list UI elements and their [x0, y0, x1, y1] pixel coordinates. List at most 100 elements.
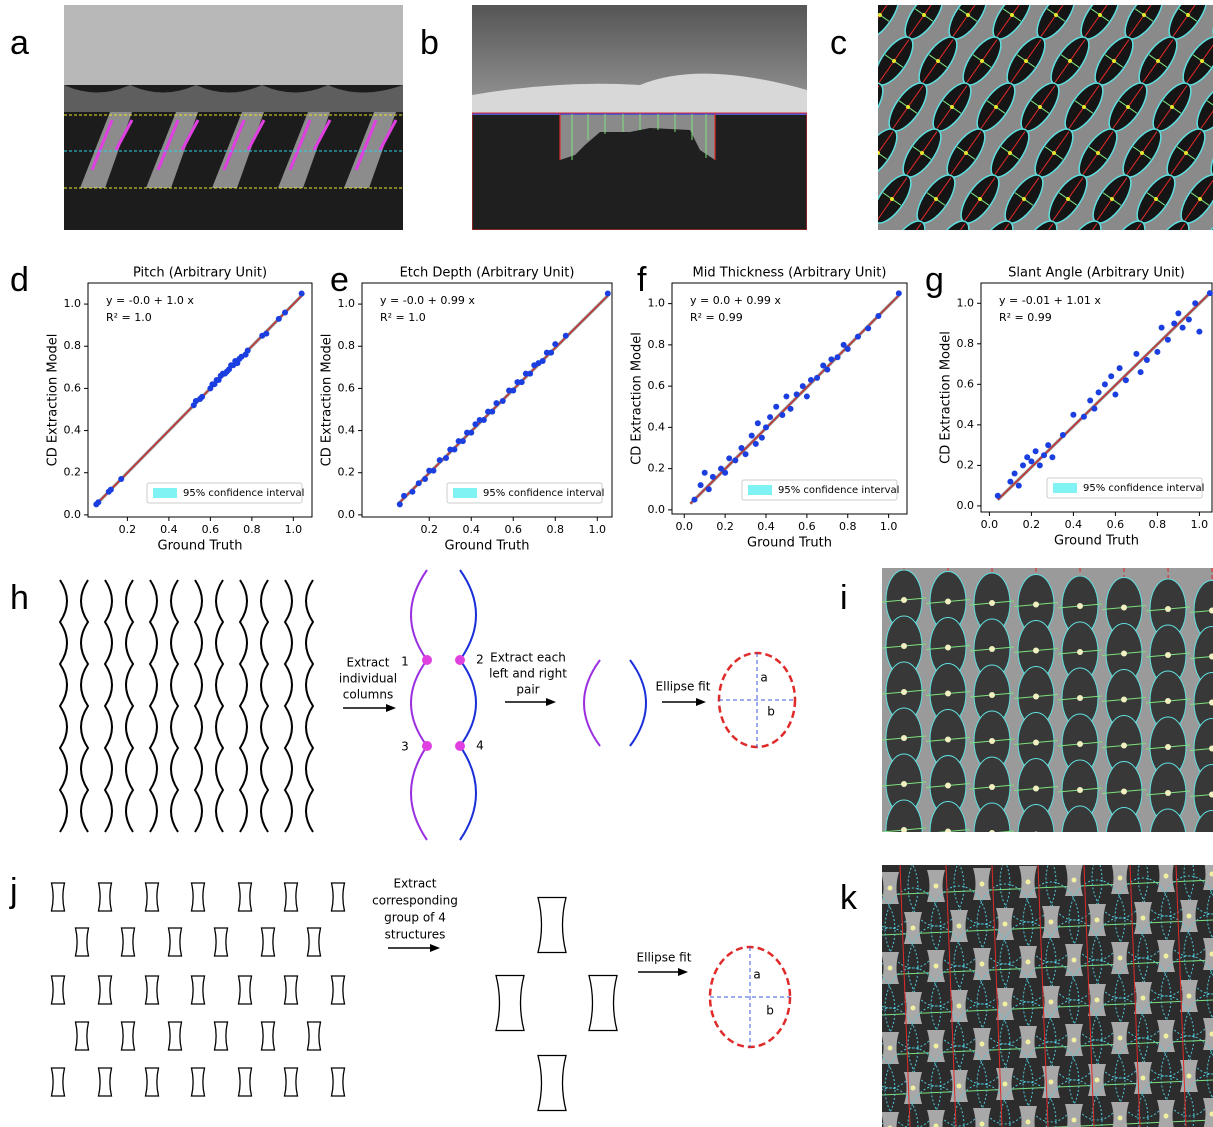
structure: [76, 928, 89, 956]
center: [1026, 880, 1031, 885]
point: [1192, 300, 1198, 306]
point: [896, 290, 902, 296]
fit-line-core: [998, 293, 1210, 500]
point: [1020, 462, 1026, 468]
structure: [858, 994, 876, 1026]
diagram-text: 2: [476, 653, 484, 667]
point: [1037, 462, 1043, 468]
center: [1165, 790, 1171, 796]
y-axis-label: CD Extraction Model: [320, 334, 335, 467]
center: [1164, 1034, 1169, 1039]
column-outline: [81, 580, 88, 832]
legend-label: 95% confidence interval: [483, 488, 604, 499]
center: [901, 735, 907, 741]
point: [1096, 389, 1102, 395]
point: [808, 377, 814, 383]
point: [1171, 321, 1177, 327]
column-outline: [60, 580, 67, 832]
center: [1077, 833, 1083, 839]
center: [1077, 649, 1083, 655]
point: [519, 379, 525, 385]
x-tick-label: 0.8: [547, 523, 565, 536]
center: [1121, 743, 1127, 749]
diagram-text: individual: [339, 672, 397, 686]
point: [1175, 310, 1181, 316]
center: [1121, 651, 1127, 657]
center: [1077, 603, 1083, 609]
y-tick-label: 1.0: [64, 297, 82, 310]
point: [527, 371, 533, 377]
point: [779, 412, 785, 418]
center: [980, 882, 985, 887]
x-tick-label: 0.6: [202, 523, 220, 536]
point: [1154, 349, 1160, 355]
structure: [308, 1022, 321, 1050]
structure: [496, 976, 524, 1031]
point: [397, 501, 403, 507]
diagram-text: Extract each: [490, 651, 566, 665]
structure: [332, 883, 345, 911]
center: [945, 599, 951, 605]
point: [1033, 448, 1039, 454]
panel-label: h: [10, 579, 29, 617]
y-tick-label: 0.8: [957, 337, 975, 350]
structure: [835, 1034, 853, 1066]
ellipse-fit: [816, 930, 872, 1010]
center: [1118, 876, 1123, 881]
x-tick-label: 0.8: [839, 520, 857, 533]
major-axis: [1067, 224, 1097, 267]
micrograph-c: [796, 0, 1213, 275]
center: [980, 962, 985, 967]
center: [911, 1086, 916, 1091]
major-axis: [979, 224, 1009, 267]
center: [1072, 1118, 1077, 1123]
point: [1186, 316, 1192, 322]
x-tick-label: 0.4: [462, 523, 480, 536]
center: [847, 58, 853, 64]
point: [199, 394, 205, 400]
y-tick-label: 0.2: [338, 466, 356, 479]
diagram-text: 4: [476, 739, 484, 753]
center: [1072, 958, 1077, 963]
y-tick-label: 0.8: [338, 339, 356, 352]
center: [1164, 954, 1169, 959]
diagram-text: 3: [401, 740, 409, 754]
ellipse-fit: [816, 1010, 872, 1090]
diagram-text: 1: [401, 655, 409, 669]
center: [1026, 1120, 1031, 1125]
center: [1033, 740, 1039, 746]
structure: [192, 883, 205, 911]
structure: [146, 976, 159, 1004]
minor-axis: [1058, 834, 1102, 838]
center: [911, 926, 916, 931]
diagram-text: pair: [516, 683, 539, 697]
point: [605, 291, 611, 297]
structure: [881, 1112, 899, 1127]
x-axis-label: Ground Truth: [1054, 534, 1139, 549]
x-tick-label: 0.6: [798, 520, 816, 533]
point: [763, 424, 769, 430]
column-outline: [285, 580, 292, 832]
point: [1049, 454, 1055, 460]
point: [1007, 479, 1013, 485]
center: [934, 1044, 939, 1049]
point: [108, 487, 114, 493]
diagram-text: group of 4: [384, 911, 446, 925]
diagram-text: a: [760, 671, 767, 685]
y-tick-label: 0.0: [64, 508, 82, 521]
center: [901, 643, 907, 649]
center: [989, 692, 995, 698]
center: [980, 1042, 985, 1047]
point: [1138, 369, 1144, 375]
center: [1187, 994, 1192, 999]
y-tick-label: 0.0: [338, 508, 356, 521]
point: [1028, 458, 1034, 464]
center: [991, 242, 997, 248]
center: [1079, 242, 1085, 248]
diagram-text: a: [753, 968, 760, 982]
center: [901, 597, 907, 603]
center: [1095, 998, 1100, 1003]
center: [957, 924, 962, 929]
column-outline: [150, 580, 157, 832]
center: [1187, 1074, 1192, 1079]
